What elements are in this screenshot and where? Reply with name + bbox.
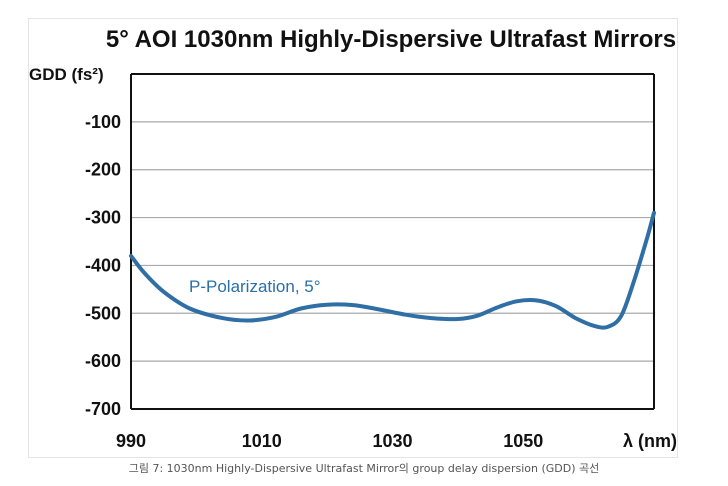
y-tick-label: -600 bbox=[85, 351, 121, 371]
x-tick-label: 1030 bbox=[372, 431, 412, 451]
series-annotation: P-Polarization, 5° bbox=[189, 277, 321, 296]
x-tick-label: 1050 bbox=[503, 431, 543, 451]
x-tick-label: 1010 bbox=[242, 431, 282, 451]
gdd-chart: 5° AOI 1030nm Highly-Dispersive Ultrafas… bbox=[29, 26, 677, 451]
chart-title: 5° AOI 1030nm Highly-Dispersive Ultrafas… bbox=[106, 26, 676, 53]
y-tick-label: -200 bbox=[85, 160, 121, 180]
y-tick-labels: -100 -200 -300 -400 -500 -600 -700 bbox=[85, 112, 121, 419]
chart-figure: 5° AOI 1030nm Highly-Dispersive Ultrafas… bbox=[28, 18, 678, 458]
y-tick-label: -300 bbox=[85, 208, 121, 228]
y-tick-label: -500 bbox=[85, 303, 121, 323]
series-layer bbox=[129, 210, 656, 330]
y-axis-label: GDD (fs²) bbox=[29, 65, 104, 84]
y-tick-label: -700 bbox=[85, 399, 121, 419]
grid-lines bbox=[131, 121, 654, 362]
axes bbox=[130, 73, 655, 410]
x-axis-label: λ (nm) bbox=[623, 431, 677, 451]
x-tick-labels: 990 1010 1030 1050 bbox=[116, 431, 543, 451]
figure-caption: 그림 7: 1030nm Highly-Dispersive Ultrafast… bbox=[128, 462, 600, 475]
y-tick-label: -100 bbox=[85, 112, 121, 132]
x-tick-label: 990 bbox=[116, 431, 146, 451]
gdd-curve bbox=[129, 210, 656, 330]
y-tick-label: -400 bbox=[85, 255, 121, 275]
